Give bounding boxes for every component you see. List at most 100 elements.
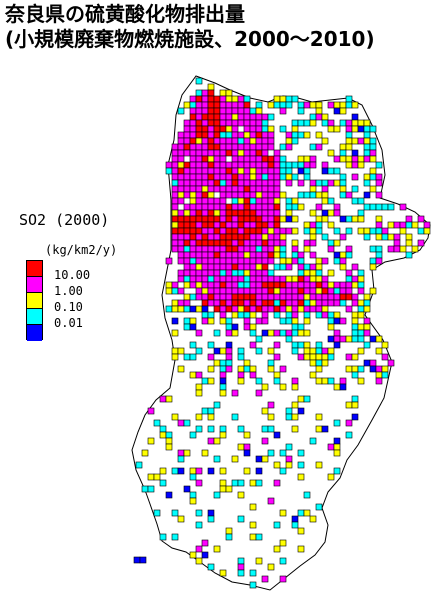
grid-cell [225,293,233,301]
grid-cell [213,263,221,271]
grid-cell [207,281,215,289]
grid-cell [309,437,317,445]
grid-cell [267,251,275,259]
grid-cell [309,101,317,109]
grid-cell [195,287,203,295]
grid-cell [237,179,245,187]
grid-cell [363,143,371,151]
grid-cell [207,137,215,145]
grid-cell [201,245,209,253]
grid-cell [219,377,227,385]
grid-cell [351,353,359,361]
grid-cell [213,359,221,367]
grid-cell [279,173,287,181]
grid-cell [165,161,173,169]
grid-cell [333,107,341,115]
grid-cell [249,341,257,349]
grid-cell [195,197,203,205]
grid-cell [309,263,317,271]
grid-cell [219,185,227,193]
grid-cell [225,131,233,139]
grid-cell [261,113,269,121]
grid-cell [255,155,263,163]
grid-cell [327,125,335,133]
grid-cell [321,119,329,127]
grid-cell [291,515,299,523]
grid-cell [273,299,281,307]
grid-cell [177,467,185,475]
grid-cell [249,149,257,157]
grid-cell [279,557,287,565]
grid-cell [207,365,215,373]
grid-cell [249,257,257,265]
grid-cell [171,161,179,169]
grid-cell [309,371,317,379]
grid-cell [279,107,287,115]
grid-cell [267,425,275,433]
grid-cell [207,179,215,187]
grid-cell [225,173,233,181]
grid-cell [333,239,341,247]
grid-cell [261,137,269,145]
grid-cell [267,179,275,187]
grid-cell [177,221,185,229]
grid-cell [321,191,329,199]
grid-cell [171,215,179,223]
grid-cell [201,191,209,199]
grid-cell [135,461,143,469]
grid-cell [315,257,323,265]
grid-cell [381,233,389,241]
grid-cell [183,353,191,361]
grid-cell [243,287,251,295]
grid-cell [213,167,221,175]
grid-cell [207,269,215,277]
grid-cell [183,263,191,271]
grid-cell [297,191,305,199]
grid-cell [315,179,323,187]
grid-cell [195,257,203,265]
grid-cell [297,269,305,277]
grid-cell [213,545,221,553]
grid-cell [225,323,233,331]
grid-cell [255,185,263,193]
grid-cell [207,95,215,103]
grid-cell [351,317,359,325]
grid-cell [183,221,191,229]
grid-cell [279,383,287,391]
grid-cell [285,167,293,175]
grid-cell [291,245,299,253]
grid-cell [231,245,239,253]
grid-cell [219,155,227,163]
grid-cell [183,215,191,223]
grid-cell [321,179,329,187]
grid-cell [375,377,383,385]
grid-cell [189,221,197,229]
grid-cell [363,305,371,313]
grid-cell [243,197,251,205]
grid-cell [261,317,269,325]
grid-cell [207,191,215,199]
grid-cell [267,209,275,217]
grid-cell [255,227,263,235]
grid-cell [345,365,353,373]
grid-cell [159,533,167,541]
grid-cell [207,563,215,571]
grid-cell [189,341,197,349]
grid-cell [369,245,377,253]
grid-cell [303,101,311,109]
grid-cell [231,173,239,181]
grid-cell [231,281,239,289]
grid-cell [363,155,371,163]
grid-cell [297,299,305,307]
grid-cell [171,329,179,337]
grid-cell [219,233,227,241]
grid-cell [249,251,257,259]
grid-cell [261,425,269,433]
grid-cell [213,173,221,181]
grid-cell [243,215,251,223]
grid-cell [249,323,257,331]
legend-unit: (kg/km2/y) [45,243,118,257]
grid-cell [357,347,365,355]
grid-cell [207,209,215,217]
legend-swatch-blue [27,325,42,341]
